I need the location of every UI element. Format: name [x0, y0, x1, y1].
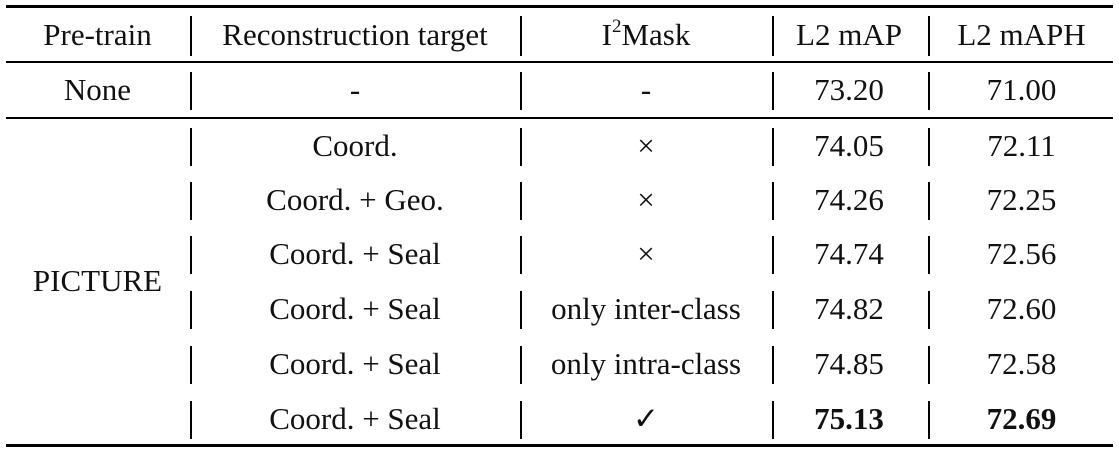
cell-i2mask: × [637, 182, 655, 217]
row-separator [928, 182, 930, 220]
row-separator [190, 291, 192, 329]
row-separator [190, 346, 192, 384]
header-rule [6, 61, 1113, 63]
header-pretrain: Pre-train [43, 17, 152, 52]
row-separator [520, 291, 522, 329]
cell-l2-maph: 72.58 [986, 346, 1057, 381]
row-separator [928, 72, 930, 110]
cell-l2-maph: 72.60 [986, 291, 1057, 326]
top-rule [6, 5, 1113, 8]
cell-l2-map: 74.82 [814, 291, 884, 326]
row-separator [190, 401, 192, 439]
row-separator [520, 401, 522, 439]
cell-reconstruction-target: Coord. + Seal [269, 401, 441, 436]
row-separator [190, 182, 192, 220]
section-rule [6, 117, 1113, 119]
cell-l2-map: 74.26 [814, 182, 884, 217]
cell-i2mask: only inter-class [551, 291, 741, 326]
cell-i2mask: - [640, 72, 652, 107]
row-separator [520, 236, 522, 274]
row-separator [772, 401, 774, 439]
cell-i2mask: ✓ [633, 401, 659, 436]
row-separator [772, 182, 774, 220]
group-label-picture: PICTURE [32, 263, 163, 298]
header-separator [190, 16, 192, 56]
cell-i2mask: × [637, 128, 655, 163]
cell-i2mask: only intra-class [550, 346, 742, 381]
cell-l2-map: 74.85 [814, 346, 884, 381]
cell-l2-maph-best: 72.69 [986, 401, 1057, 436]
row-separator [928, 236, 930, 274]
row-separator [772, 346, 774, 384]
row-separator [520, 182, 522, 220]
cell-l2-map-best: 75.13 [814, 401, 884, 436]
header-i2mask-base: I [601, 17, 612, 52]
header-separator [772, 16, 774, 56]
header-i2mask: I2Mask [522, 15, 770, 55]
row-separator [772, 236, 774, 274]
cell-l2-maph: 72.11 [987, 128, 1056, 163]
cell-l2-map: 73.20 [814, 72, 884, 107]
cell-reconstruction-target: Coord. + Geo. [266, 182, 444, 217]
cell-reconstruction-target: - [349, 72, 361, 107]
row-separator [772, 72, 774, 110]
row-separator [520, 72, 522, 110]
bottom-rule [6, 444, 1113, 447]
cell-l2-maph: 72.56 [986, 236, 1057, 271]
row-separator [928, 291, 930, 329]
cell-l2-maph: 72.25 [986, 182, 1057, 217]
header-separator [928, 16, 930, 56]
cell-reconstruction-target: Coord. + Seal [269, 291, 441, 326]
cell-i2mask: × [637, 236, 655, 271]
cell-l2-maph: 71.00 [986, 72, 1057, 107]
row-separator [190, 128, 192, 166]
row-separator [190, 72, 192, 110]
row-separator [520, 346, 522, 384]
header-l2-map: L2 mAP [796, 17, 902, 52]
header-i2mask-sup: 2 [611, 16, 622, 37]
header-reconstruction-target: Reconstruction target [222, 17, 488, 52]
row-separator [772, 128, 774, 166]
row-separator [190, 236, 192, 274]
cell-reconstruction-target: Coord. + Seal [269, 236, 441, 271]
cell-reconstruction-target: Coord. [312, 128, 398, 163]
header-separator [520, 16, 522, 56]
cell-l2-map: 74.74 [814, 236, 884, 271]
header-i2mask-rest: Mask [621, 17, 691, 52]
row-separator [928, 128, 930, 166]
cell-l2-map: 74.05 [814, 128, 884, 163]
cell-reconstruction-target: Coord. + Seal [269, 346, 441, 381]
row-separator [928, 401, 930, 439]
row-separator [928, 346, 930, 384]
cell-pretrain: None [63, 72, 132, 107]
row-separator [772, 291, 774, 329]
header-l2-maph: L2 mAPH [957, 17, 1086, 52]
row-separator [520, 128, 522, 166]
